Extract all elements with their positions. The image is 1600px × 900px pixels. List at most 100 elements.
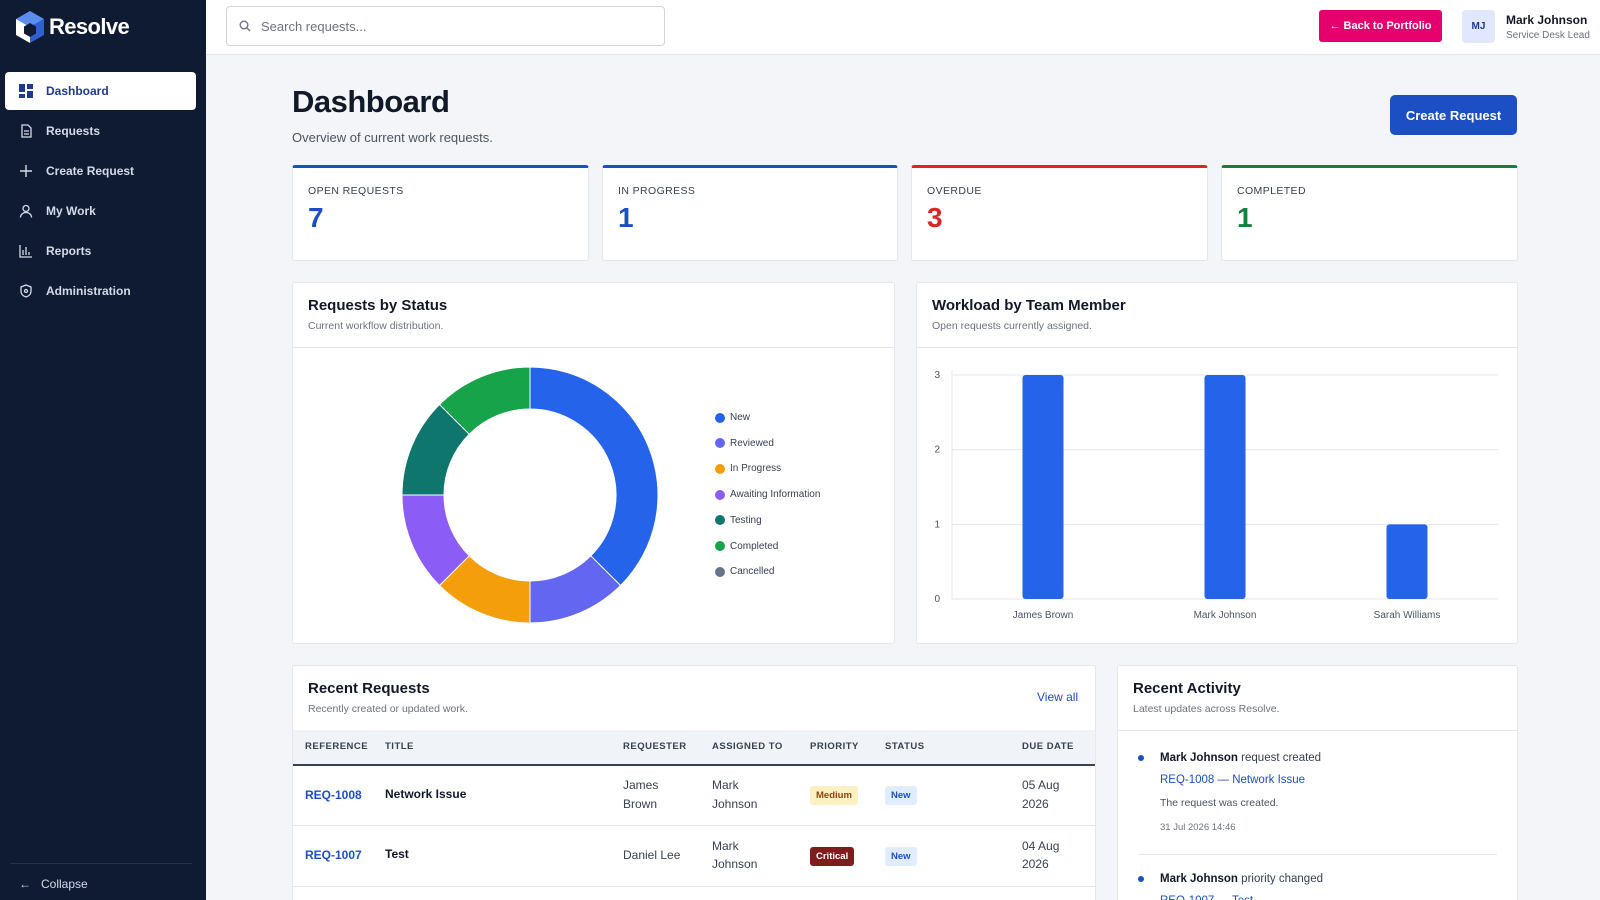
due-date: 2026	[1022, 797, 1049, 811]
brand[interactable]: Resolve	[15, 10, 130, 44]
request-reference-link[interactable]: REQ-1008	[305, 788, 362, 802]
request-title: Network Issue	[385, 787, 467, 801]
collapse-button[interactable]: ← Collapse	[19, 877, 88, 891]
recent-requests-card: Recent Requests Recently created or upda…	[292, 665, 1096, 900]
status-badge: New	[885, 786, 917, 805]
col-priority[interactable]: PRIORITY	[810, 741, 859, 752]
card-title: Workload by Team Member	[932, 297, 1126, 314]
sidebar-divider	[10, 863, 192, 864]
requester: James	[623, 778, 659, 792]
activity-request-link[interactable]: REQ-1008 — Network Issue	[1160, 774, 1306, 786]
user-name: Mark Johnson	[1506, 13, 1588, 27]
due-date: 05 Aug	[1022, 778, 1060, 792]
col-reference[interactable]: REFERENCE	[305, 741, 369, 752]
page-title: Dashboard	[292, 84, 450, 119]
card-header: Recent Activity Latest updates across Re…	[1118, 666, 1517, 731]
activity-text: Mark Johnson request created	[1160, 749, 1321, 767]
bar-mark-johnson[interactable]	[1204, 375, 1246, 599]
x-tick-label: Mark Johnson	[1194, 610, 1257, 621]
legend-item[interactable]: Awaiting Information	[715, 489, 820, 500]
dashboard-icon	[19, 84, 33, 98]
assignee: Mark	[712, 839, 739, 853]
col-title[interactable]: TITLE	[385, 741, 414, 752]
request-reference-link[interactable]: REQ-1007	[305, 848, 362, 862]
legend-label: Reviewed	[730, 437, 774, 449]
legend-item[interactable]: Reviewed	[715, 438, 774, 449]
donut-slice-completed[interactable]	[438, 366, 531, 435]
assignee: Mark	[712, 778, 739, 792]
legend-item[interactable]: New	[715, 412, 750, 423]
col-due-date[interactable]: DUE DATE	[1022, 741, 1074, 752]
x-tick-label: James Brown	[1013, 610, 1074, 621]
activity-divider	[1138, 854, 1497, 855]
col-requester[interactable]: REQUESTER	[623, 741, 687, 752]
collapse-label: Collapse	[41, 877, 88, 891]
sidebar: Resolve Dashboard Requests Create Reques…	[0, 0, 206, 900]
bar-chart-icon	[19, 245, 32, 258]
view-all-link[interactable]: View all	[1037, 690, 1079, 704]
y-tick-label: 2	[934, 445, 940, 456]
sidebar-item-reports[interactable]: Reports	[5, 232, 196, 270]
sidebar-item-requests[interactable]: Requests	[5, 112, 196, 150]
card-header: Requests by Status Current workflow dist…	[293, 283, 894, 348]
stat-card-in-progress[interactable]: IN PROGRESS 1	[602, 165, 898, 261]
card-title: Recent Requests	[308, 680, 430, 697]
card-title: Requests by Status	[308, 297, 448, 314]
legend-item[interactable]: Completed	[715, 541, 778, 552]
row-divider	[293, 825, 1095, 826]
stat-card-overdue[interactable]: OVERDUE 3	[911, 165, 1208, 261]
y-tick-label: 0	[934, 594, 940, 605]
activity-actor: Mark Johnson	[1160, 873, 1238, 885]
legend-swatch	[715, 566, 725, 577]
sidebar-item-administration[interactable]: Administration	[5, 272, 196, 310]
sidebar-item-my-work[interactable]: My Work	[5, 192, 196, 230]
search-input[interactable]	[261, 18, 641, 34]
legend-item[interactable]: Cancelled	[715, 566, 774, 577]
legend-label: Awaiting Information	[730, 489, 821, 501]
sidebar-item-label: Create Request	[46, 164, 135, 178]
legend-item[interactable]: In Progress	[715, 463, 781, 474]
activity-time: 31 Jul 2026 14:46	[1160, 822, 1236, 833]
sidebar-item-label: Dashboard	[46, 84, 109, 98]
legend-item[interactable]: Testing	[715, 515, 762, 526]
card-subtitle: Open requests currently assigned.	[932, 320, 1092, 332]
assignee: Johnson	[712, 797, 758, 811]
col-assigned-to[interactable]: ASSIGNED TO	[712, 741, 783, 752]
bar-james-brown[interactable]	[1022, 375, 1064, 599]
avatar[interactable]: MJ	[1462, 10, 1495, 43]
activity-dot	[1138, 876, 1144, 882]
card-subtitle: Latest updates across Resolve.	[1133, 703, 1280, 715]
legend-label: Testing	[730, 514, 762, 526]
due-date: 2026	[1022, 857, 1049, 871]
card-title: Recent Activity	[1133, 680, 1241, 697]
priority-badge: Medium	[810, 786, 858, 805]
legend-swatch	[715, 515, 725, 526]
create-request-button[interactable]: Create Request	[1390, 95, 1517, 135]
back-to-portfolio-button[interactable]: ← Back to Portfolio	[1319, 10, 1442, 42]
workload-bar-chart: 0 1 2 3 James Brown Mark Johnson Sarah William…	[934, 370, 1498, 621]
search-icon	[239, 20, 251, 32]
sidebar-item-dashboard[interactable]: Dashboard	[5, 72, 196, 110]
activity-dot	[1138, 755, 1144, 761]
sidebar-item-create-request[interactable]: Create Request	[5, 152, 196, 190]
brand-name: Resolve	[49, 14, 130, 39]
bar-sarah-williams[interactable]	[1386, 524, 1428, 599]
search-box[interactable]	[226, 6, 665, 46]
stat-label: IN PROGRESS	[618, 185, 696, 197]
donut-slice-new[interactable]	[529, 366, 659, 587]
col-status[interactable]: STATUS	[885, 741, 925, 752]
activity-action: priority changed	[1241, 873, 1323, 885]
stat-card-open[interactable]: OPEN REQUESTS 7	[292, 165, 589, 261]
legend-label: New	[730, 412, 751, 423]
stat-label: OPEN REQUESTS	[308, 185, 404, 197]
activity-text: Mark Johnson priority changed	[1160, 870, 1323, 888]
activity-detail: The request was created.	[1160, 797, 1279, 809]
sidebar-item-label: Requests	[46, 124, 101, 138]
card-subtitle: Recently created or updated work.	[308, 703, 468, 715]
stat-card-completed[interactable]: COMPLETED 1	[1221, 165, 1518, 261]
stat-value: 7	[308, 202, 324, 233]
status-donut-chart	[401, 366, 659, 624]
stat-label: OVERDUE	[927, 185, 982, 197]
activity-request-link[interactable]: REQ-1007 — Test	[1160, 892, 1253, 900]
assignee: Johnson	[712, 857, 758, 871]
